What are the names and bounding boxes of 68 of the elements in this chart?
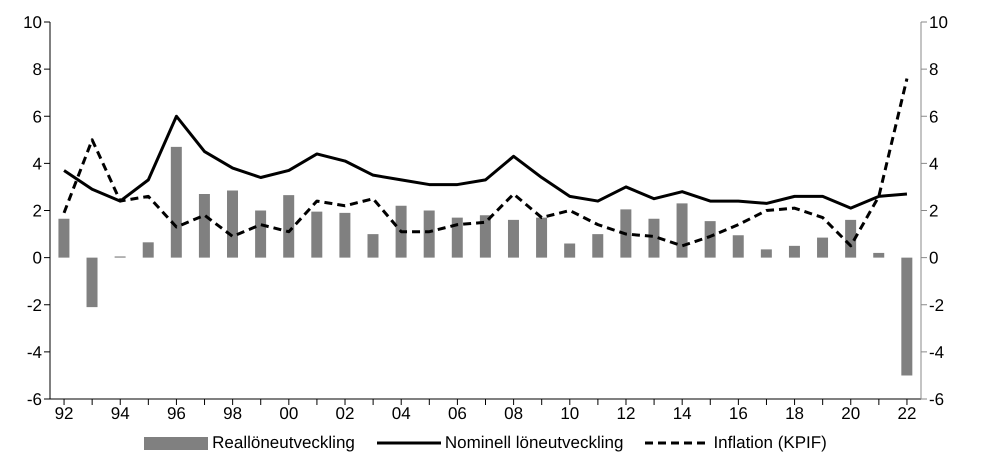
- legend-label: Inflation (KPIF): [713, 433, 827, 453]
- y2-tick-label: -2: [929, 296, 944, 315]
- legend-label: Reallöneutveckling: [212, 433, 355, 453]
- bar: [452, 218, 463, 258]
- y2-tick-label: -4: [929, 342, 944, 362]
- y-tick-label: 6: [32, 107, 42, 126]
- x-tick-label: 12: [616, 404, 636, 424]
- x-tick-label: 06: [448, 404, 467, 424]
- bar: [170, 146, 182, 258]
- bar: [86, 258, 98, 308]
- y-tick-label: 4: [32, 154, 42, 174]
- x-tick-label: 18: [785, 404, 804, 424]
- y2-tick-label: 8: [929, 60, 938, 80]
- bar: [592, 234, 604, 258]
- bar: [339, 212, 350, 258]
- y-tick-label: -2: [26, 296, 42, 315]
- bar: [508, 220, 519, 258]
- y2-tick-label: 10: [929, 13, 948, 32]
- x-tick-label: 98: [223, 404, 242, 424]
- bar: [536, 218, 548, 258]
- y-tick-label: 0: [32, 248, 42, 268]
- line-series: [62, 77, 908, 248]
- x-tick-label: 96: [166, 404, 186, 424]
- bar: [648, 218, 660, 258]
- bar: [676, 203, 688, 258]
- y-tick-label: -6: [26, 390, 42, 410]
- y2-tick-label: 2: [929, 202, 938, 221]
- bar: [142, 242, 154, 258]
- x-tick-label: 02: [336, 404, 354, 424]
- y-tick-label: 2: [32, 202, 42, 221]
- bar: [367, 234, 378, 258]
- y-tick-label: -4: [26, 342, 42, 362]
- bar: [760, 249, 772, 258]
- y2-tick-label: 4: [929, 154, 938, 174]
- bar: [424, 210, 435, 258]
- bar: [396, 206, 407, 258]
- y2-tick-label: 6: [929, 107, 938, 126]
- y-tick-label: 8: [32, 60, 42, 80]
- bar: [255, 210, 266, 258]
- x-tick-label: 04: [392, 404, 411, 424]
- bar: [817, 238, 828, 258]
- x-tick-label: 10: [560, 404, 580, 424]
- bar: [901, 258, 912, 376]
- y2-tick-label: 0: [929, 248, 938, 268]
- x-tick-label: 20: [841, 404, 860, 424]
- x-tick-label: 14: [672, 404, 692, 424]
- x-tick-label: 94: [110, 404, 130, 424]
- bar: [198, 194, 210, 258]
- bar: [788, 246, 800, 258]
- y-tick-label: 10: [23, 13, 42, 32]
- bar: [283, 195, 294, 258]
- bar: [873, 252, 884, 258]
- y2-tick-label: -6: [929, 390, 944, 410]
- bar: [58, 218, 70, 258]
- bar: [732, 235, 744, 258]
- x-tick-label: 08: [504, 404, 524, 424]
- bar: [620, 209, 632, 258]
- x-tick-label: 92: [54, 404, 74, 424]
- x-tick-label: 22: [897, 404, 916, 424]
- bar: [311, 212, 322, 258]
- bar: [227, 190, 238, 258]
- bar: [845, 220, 856, 258]
- bar: [704, 221, 716, 258]
- legend-label: Nominell löneutveckling: [444, 433, 624, 453]
- x-tick-label: 16: [728, 404, 748, 424]
- bar: [564, 243, 576, 258]
- x-tick-label: 00: [279, 404, 298, 424]
- bar: [480, 215, 491, 258]
